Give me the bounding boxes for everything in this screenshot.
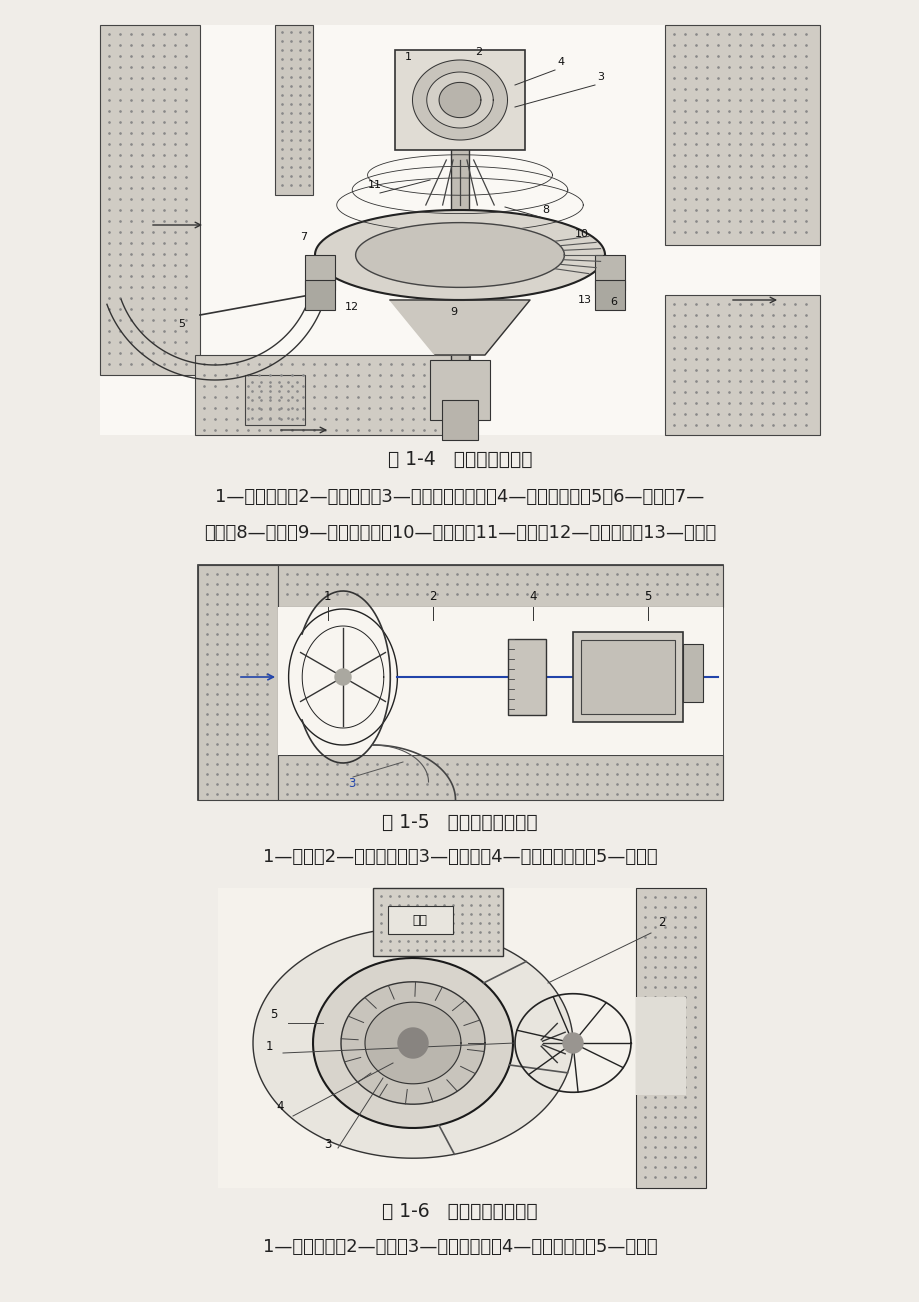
Text: 8: 8 — [541, 204, 549, 215]
Bar — [218, 888, 705, 1187]
Text: 3: 3 — [347, 777, 355, 790]
Text: 5: 5 — [643, 590, 651, 603]
Text: 2: 2 — [428, 590, 436, 603]
Text: 1—转轮叶片；2—导叶；3—发电机定子；4—发电机转子；5—灯泡体: 1—转轮叶片；2—导叶；3—发电机定子；4—发电机转子；5—灯泡体 — [263, 1238, 656, 1256]
Polygon shape — [253, 928, 573, 1159]
Text: 9: 9 — [449, 307, 457, 316]
Text: 水流: 水流 — [412, 914, 427, 927]
Text: 2: 2 — [657, 917, 664, 930]
Bar — [394, 49, 525, 150]
Text: 7: 7 — [300, 232, 307, 242]
Bar — [682, 644, 702, 702]
Text: 4: 4 — [556, 57, 563, 66]
Polygon shape — [356, 223, 563, 288]
Bar — [198, 565, 278, 799]
Bar — [278, 565, 722, 607]
Bar — [100, 25, 199, 375]
Bar — [305, 280, 335, 310]
Bar — [664, 296, 819, 435]
Polygon shape — [335, 669, 351, 685]
Bar — [388, 906, 452, 934]
Bar — [244, 375, 305, 424]
Text: 1: 1 — [404, 52, 412, 62]
Polygon shape — [412, 60, 507, 141]
Text: 12: 12 — [345, 302, 358, 312]
Text: 11: 11 — [368, 180, 381, 190]
Polygon shape — [390, 299, 529, 355]
Text: 6: 6 — [609, 297, 617, 307]
Bar — [429, 359, 490, 421]
Bar — [635, 997, 686, 1095]
Text: 1: 1 — [266, 1040, 273, 1053]
Polygon shape — [341, 982, 484, 1104]
Bar — [278, 755, 722, 799]
Bar — [198, 565, 722, 799]
Bar — [372, 888, 503, 956]
Text: 轴颈；8—轮毂；9—锥形插入物；10—拉紧杆；11—导叶；12—推力轴承；13—导轴承: 轴颈；8—轮毂；9—锥形插入物；10—拉紧杆；11—导叶；12—推力轴承；13—… — [204, 523, 715, 542]
Text: 图 1-6   灯泡贯流式水轮机: 图 1-6 灯泡贯流式水轮机 — [381, 1202, 538, 1221]
Text: 1: 1 — [323, 590, 331, 603]
Polygon shape — [314, 210, 605, 299]
Polygon shape — [426, 72, 493, 128]
Bar — [100, 25, 819, 435]
Text: 5: 5 — [177, 319, 185, 329]
Text: 2: 2 — [474, 47, 482, 57]
Text: 4: 4 — [528, 590, 536, 603]
Bar — [595, 255, 624, 290]
Text: 3: 3 — [596, 72, 604, 82]
Bar — [441, 400, 478, 440]
Bar — [507, 639, 545, 715]
Text: 1—转轮；2—水轮机主轴；3—尾水管；4—齿轮转动机构；5—发电机: 1—转轮；2—水轮机主轴；3—尾水管；4—齿轮转动机构；5—发电机 — [263, 848, 656, 866]
Text: 4: 4 — [276, 1100, 283, 1113]
Polygon shape — [438, 82, 481, 117]
Text: 13: 13 — [577, 296, 591, 305]
Bar — [635, 888, 705, 1187]
Polygon shape — [398, 1029, 427, 1059]
Bar — [195, 355, 470, 435]
Bar — [278, 607, 722, 755]
Bar — [275, 25, 312, 195]
Text: 图 1-4   全贯流式水轮机: 图 1-4 全贯流式水轮机 — [387, 450, 532, 469]
Polygon shape — [312, 958, 513, 1128]
Text: 图 1-5   轴伸贯流式水轮机: 图 1-5 轴伸贯流式水轮机 — [381, 812, 538, 832]
Text: 3: 3 — [323, 1138, 331, 1151]
Polygon shape — [365, 1003, 460, 1083]
Bar — [305, 255, 335, 290]
Bar — [581, 641, 675, 713]
Bar — [595, 280, 624, 310]
Bar — [450, 55, 469, 435]
Polygon shape — [562, 1032, 583, 1053]
Text: 5: 5 — [269, 1008, 277, 1021]
Text: 1—转轮叶片；2—转轮轮缘；3—发电机转子轮辋；4—发电机定子；5、6—支柱；7—: 1—转轮叶片；2—转轮轮缘；3—发电机转子轮辋；4—发电机定子；5、6—支柱；7… — [215, 488, 704, 506]
Text: 10: 10 — [574, 229, 588, 240]
Bar — [573, 631, 682, 723]
Bar — [664, 25, 819, 245]
